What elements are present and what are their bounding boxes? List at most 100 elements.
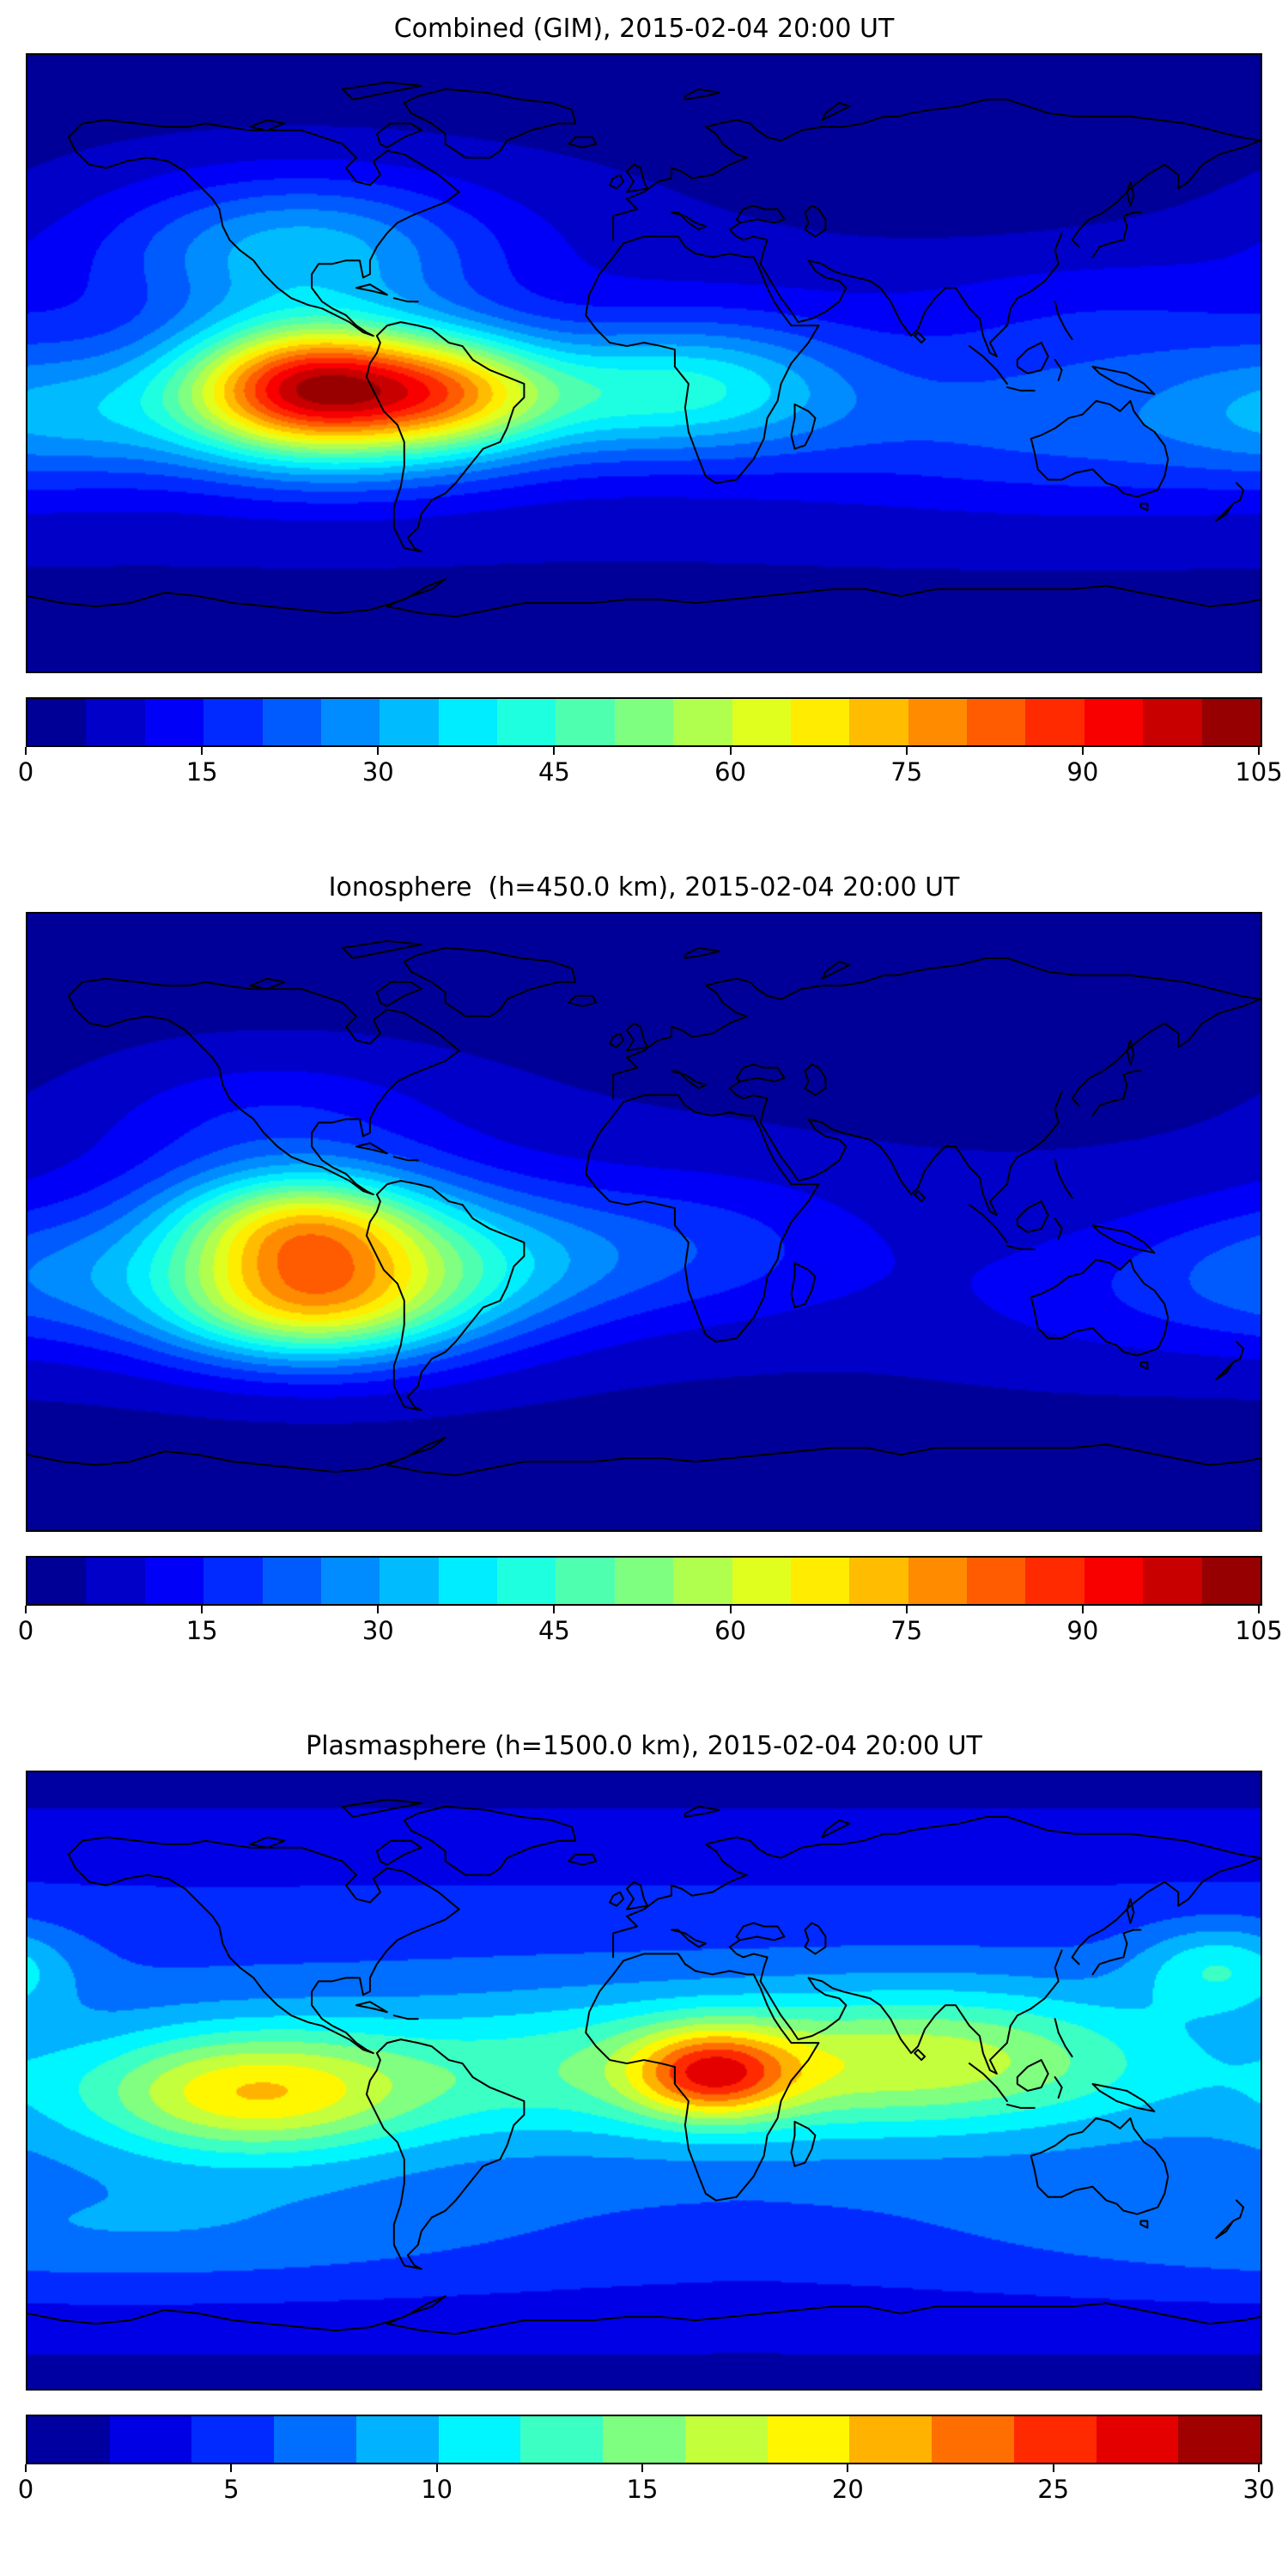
colorbar-tick-label: 45 (538, 1616, 570, 1645)
colorbar-tick-mark (729, 747, 732, 755)
panel-plasmasphere: Plasmasphere (h=1500.0 km), 2015-02-04 2… (0, 1717, 1288, 2576)
colorbar-segment (520, 2416, 604, 2463)
colorbar-segment (109, 2416, 192, 2463)
colorbar-segment (932, 2416, 1014, 2463)
colorbar-segment (908, 1558, 967, 1604)
colorbar (26, 1556, 1262, 1606)
colorbar-tick-mark (1258, 747, 1260, 755)
colorbar (26, 2415, 1262, 2464)
tec-contour-canvas (27, 55, 1261, 671)
colorbar (26, 697, 1262, 747)
colorbar-segment (1096, 2416, 1179, 2463)
colorbar-segment (144, 1558, 204, 1604)
colorbar-segment (1143, 1558, 1202, 1604)
colorbar-segment (204, 699, 263, 745)
panel-title: Combined (GIM), 2015-02-04 20:00 UT (393, 14, 895, 44)
coastlines-overlay (27, 939, 1261, 1477)
colorbar-tick-mark (1052, 2464, 1054, 2472)
colorbar-tick-label: 5 (223, 2475, 240, 2504)
colorbar-tick-label: 15 (185, 757, 218, 787)
colorbar-segment (27, 1558, 87, 1604)
colorbar-ticks: 0 15 30 45 60 75 90 105 (18, 1606, 1283, 1650)
coastline-path (27, 1798, 1261, 2336)
colorbar-segment (603, 2416, 685, 2463)
colorbar-segment (1201, 1558, 1261, 1604)
world-map-ionosphere (26, 912, 1262, 1532)
colorbar-tick-mark (25, 2464, 27, 2472)
colorbar-ticks: 0 5 10 15 20 25 30 (18, 2464, 1274, 2509)
colorbar-segment (732, 699, 791, 745)
colorbar-tick-label: 0 (17, 2475, 34, 2504)
panel-combined-gim: Combined (GIM), 2015-02-04 20:00 UT 0 15 3… (0, 0, 1288, 859)
colorbar-segment (967, 1558, 1026, 1604)
colorbar-segment (262, 699, 321, 745)
colorbar-segment (849, 699, 908, 745)
colorbar-tick-label: 90 (1066, 1616, 1099, 1645)
colorbar-segment (967, 699, 1026, 745)
colorbar-segment (320, 1558, 380, 1604)
colorbar-tick-label: 60 (714, 757, 747, 787)
colorbar-tick-label: 15 (185, 1616, 218, 1645)
colorbar-tick-label: 45 (538, 757, 570, 787)
colorbar-segment (438, 2416, 521, 2463)
colorbar-tick-mark (1081, 1606, 1084, 1613)
colorbar-segment (1025, 699, 1084, 745)
colorbar-tick-label: 90 (1066, 757, 1099, 787)
colorbar-segment (790, 699, 850, 745)
colorbar-tick-mark (25, 1606, 27, 1613)
colorbar-tick-label: 60 (714, 1616, 747, 1645)
panel-title: Plasmasphere (h=1500.0 km), 2015-02-04 2… (306, 1731, 982, 1761)
colorbar-ticks: 0 15 30 45 60 75 90 105 (18, 747, 1283, 792)
colorbar-segment (684, 2416, 768, 2463)
colorbar-segment (27, 2416, 110, 2463)
tec-contour-canvas (27, 1772, 1261, 2389)
colorbar-tick-mark (1258, 2464, 1260, 2472)
coastlines-overlay (27, 81, 1261, 618)
colorbar-segment (790, 1558, 850, 1604)
colorbar-segment (438, 699, 497, 745)
colorbar-segment (497, 1558, 556, 1604)
colorbar-segment (1084, 699, 1144, 745)
colorbar-segment (614, 699, 674, 745)
colorbar-tick-mark (25, 747, 27, 755)
colorbar-tick-label: 0 (17, 1616, 34, 1645)
colorbar-segment (497, 699, 556, 745)
coastline-path (27, 81, 1261, 618)
colorbar-segment (767, 2416, 850, 2463)
colorbar-tick-label: 0 (17, 757, 34, 787)
colorbar-tick-label: 15 (626, 2475, 659, 2504)
colorbar-segment (274, 2416, 356, 2463)
colorbar-tick-mark (377, 1606, 380, 1613)
colorbar-tick-mark (435, 2464, 438, 2472)
colorbar-segment (380, 1558, 439, 1604)
colorbar-segment (1025, 1558, 1084, 1604)
colorbar-segment (732, 1558, 791, 1604)
colorbar-tick-label: 30 (361, 757, 394, 787)
colorbar-segment (1084, 1558, 1144, 1604)
colorbar-tick-mark (847, 2464, 849, 2472)
colorbar-segment (1178, 2416, 1261, 2463)
colorbar-segment (556, 1558, 615, 1604)
colorbar-tick-mark (905, 747, 908, 755)
tec-contour-canvas (27, 914, 1261, 1530)
panel-ionosphere: Ionosphere (h=450.0 km), 2015-02-04 20:0… (0, 859, 1288, 1717)
colorbar-segment (673, 699, 732, 745)
colorbar-tick-mark (729, 1606, 732, 1613)
colorbar-segment (438, 1558, 497, 1604)
colorbar-segment (204, 1558, 263, 1604)
colorbar-segment (86, 699, 145, 745)
world-map-plasmasphere (26, 1771, 1262, 2391)
panel-title: Ionosphere (h=450.0 km), 2015-02-04 20:0… (328, 872, 960, 902)
colorbar-tick-mark (553, 1606, 556, 1613)
colorbar-segment (380, 699, 439, 745)
colorbar-segment (27, 699, 87, 745)
colorbar-segment (1013, 2416, 1097, 2463)
colorbar-tick-label: 25 (1037, 2475, 1070, 2504)
colorbar-tick-mark (230, 2464, 233, 2472)
colorbar-tick-label: 30 (1242, 2475, 1275, 2504)
colorbar-tick-mark (905, 1606, 908, 1613)
colorbar-segment (849, 1558, 908, 1604)
colorbar-tick-label: 20 (831, 2475, 864, 2504)
colorbar-segment (556, 699, 615, 745)
